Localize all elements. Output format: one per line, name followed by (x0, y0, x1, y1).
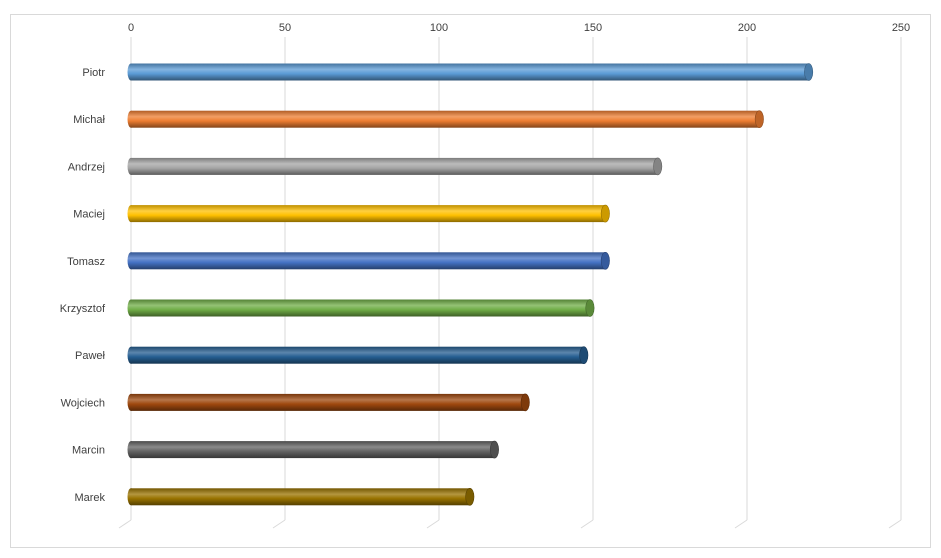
bar-end-cap (754, 110, 764, 128)
x-tick-label: 200 (738, 22, 756, 34)
bar-end-cap (600, 252, 610, 270)
bar-start-cap (127, 205, 135, 223)
category-label: Krzysztof (60, 303, 106, 315)
bar (127, 63, 814, 81)
x-axis-ticks: 0 50 100 150 200 250 (128, 22, 910, 34)
category-labels: Piotr Michał Andrzej Maciej Tomasz Krzysztof P… (60, 67, 106, 504)
bar-body (131, 252, 606, 270)
bar (127, 440, 499, 459)
bar-end-cap (600, 204, 610, 223)
bar-body (131, 393, 526, 411)
category-label: Paweł (75, 350, 106, 362)
category-label: Piotr (82, 67, 105, 79)
bar-chart: 0 50 100 150 200 250 Piotr Michał Andrzej Maciej… (60, 22, 910, 529)
gridline-floor (888, 519, 902, 529)
bar-body (131, 110, 760, 128)
bar (127, 110, 764, 128)
x-tick-label: 250 (892, 22, 910, 34)
bar-start-cap (127, 441, 135, 459)
bar-end-cap (489, 440, 499, 459)
bar-body (131, 441, 495, 459)
category-label: Marcin (72, 445, 105, 457)
bar-end-cap (804, 63, 814, 81)
bar-start-cap (127, 157, 135, 175)
gridline-floor (426, 519, 440, 529)
bar-body (131, 157, 658, 175)
bar-start-cap (127, 252, 135, 270)
x-tick-label: 100 (430, 22, 448, 34)
bar-start-cap (127, 299, 135, 317)
bar-start-cap (127, 488, 135, 506)
bar-end-cap (585, 299, 595, 317)
bar-end-cap (653, 157, 663, 176)
bar-start-cap (127, 110, 135, 128)
bar-start-cap (127, 63, 135, 81)
bar-body (131, 205, 606, 223)
bar-body (131, 63, 809, 81)
x-tick-label: 150 (584, 22, 602, 34)
bar-end-cap (520, 393, 530, 412)
bars (127, 63, 814, 506)
gridline-floor (272, 519, 286, 529)
bar (127, 346, 589, 365)
category-label: Andrzej (68, 161, 105, 173)
bar-start-cap (127, 346, 135, 364)
x-tick-label: 0 (128, 22, 134, 34)
category-label: Tomasz (67, 256, 105, 268)
category-label: Michał (73, 114, 105, 126)
bar (127, 204, 610, 223)
gridline-floor (734, 519, 748, 529)
category-label: Maciej (73, 209, 105, 221)
bar (127, 157, 663, 176)
x-tick-label: 50 (279, 22, 291, 34)
bar-body (131, 488, 470, 506)
chart-area: 0 50 100 150 200 250 Piotr Michał Andrzej Maciej… (10, 14, 931, 548)
gridline-floor (118, 519, 132, 529)
gridline-floor (580, 519, 594, 529)
bar-end-cap (465, 487, 475, 506)
bar-body (131, 299, 590, 317)
category-label: Marek (74, 492, 105, 504)
bar (127, 299, 595, 317)
bar-body (131, 346, 584, 364)
bar-start-cap (127, 393, 135, 411)
bar (127, 487, 475, 506)
bar (127, 393, 530, 412)
category-label: Wojciech (61, 397, 105, 409)
bar-end-cap (579, 346, 589, 365)
bar (127, 252, 610, 270)
